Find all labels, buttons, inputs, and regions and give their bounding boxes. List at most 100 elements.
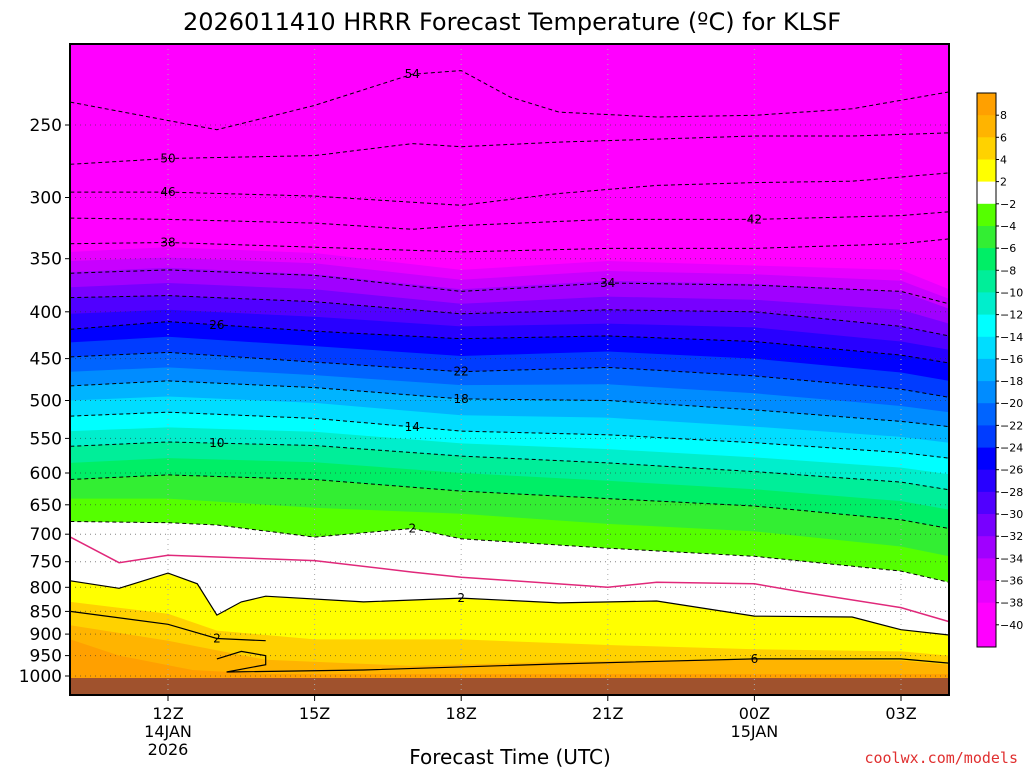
y-tick-label: 900 [30, 625, 62, 645]
y-tick-label: 850 [30, 602, 62, 622]
temperature-fill-layers [70, 44, 949, 695]
plot-frame [69, 43, 950, 696]
isotherm-dashed [70, 295, 950, 337]
x-tick-sublabel: 2026 [148, 740, 189, 759]
ground-fill [70, 678, 949, 695]
colorbar-label: −26 [1000, 464, 1023, 477]
colorbar-swatch [977, 314, 996, 338]
isotherm-label: 6 [751, 652, 759, 666]
isotherm-dashed [70, 380, 950, 428]
colorbar-label: −22 [1000, 419, 1023, 432]
y-tick-label: 350 [30, 250, 62, 270]
colorbar-swatch [977, 115, 996, 138]
colorbar-label: −40 [1000, 619, 1023, 632]
colorbar-swatch [977, 558, 996, 582]
colorbar-label: −4 [1000, 220, 1016, 233]
isotherm-label: 42 [747, 212, 762, 226]
colorbar-label: −24 [1000, 442, 1023, 455]
isotherm-dashed [70, 351, 950, 398]
colorbar-label: −20 [1000, 397, 1023, 410]
y-tick-label: 650 [30, 496, 62, 516]
y-tick-label: 550 [30, 429, 62, 449]
isotherm-dashed [70, 321, 950, 364]
isotherm-solid [70, 572, 950, 636]
colorbar-label: −10 [1000, 286, 1023, 299]
isotherm-label: 38 [160, 236, 175, 250]
credit-text: coolwx.com/models [864, 749, 1018, 767]
colorbar-swatch [977, 469, 996, 493]
y-tick-label: 950 [30, 647, 62, 667]
isotherm-label: 22 [454, 365, 469, 379]
isotherm-solid [70, 610, 266, 642]
isotherm-label: 18 [454, 392, 469, 406]
colorbar-swatch [977, 602, 996, 626]
isotherm-dashed [70, 411, 950, 459]
y-tick-label: 750 [30, 553, 62, 573]
colorbar-label: 8 [1000, 109, 1007, 122]
chart-title: 2026011410 HRRR Forecast Temperature (ºC… [183, 8, 841, 36]
y-tick-label: 300 [30, 189, 62, 209]
colorbar-swatch [977, 624, 996, 648]
colorbar-swatch [977, 358, 996, 382]
colorbar-frame [976, 92, 997, 648]
isotherm-label: 2 [213, 632, 221, 646]
y-tick-label: 500 [30, 392, 62, 412]
isotherm-dashed [70, 70, 950, 131]
isotherm-dashed [70, 269, 950, 305]
colorbar-label: −8 [1000, 264, 1016, 277]
isotherm-label: 2 [408, 522, 416, 536]
colorbar-label: −2 [1000, 198, 1016, 211]
x-tick-label: 18Z [446, 704, 477, 723]
colorbar-swatch [977, 425, 996, 449]
colorbar-label: −36 [1000, 575, 1023, 588]
colorbar-label: 2 [1000, 176, 1007, 189]
colorbar-swatch [977, 447, 996, 471]
y-tick-label: 600 [30, 464, 62, 484]
colorbar-swatch [977, 514, 996, 537]
isotherm-label: 14 [405, 420, 420, 434]
colorbar-swatch [977, 580, 996, 604]
colorbar-swatch [977, 248, 996, 271]
x-tick-label: 03Z [885, 704, 916, 723]
x-tick-label: 00Z [739, 704, 770, 723]
grid-lines [70, 44, 949, 695]
x-tick-sublabel: 14JAN [144, 722, 192, 741]
colorbar: 8 6 4 2 −2 −4 −6 −8 −10 −12 −14 −16 −18 −20 −22 −24 −26 −… [976, 92, 1023, 648]
isotherm-solid [216, 650, 950, 673]
isotherm-label: 10 [209, 436, 224, 450]
y-tick-label: 250 [30, 116, 62, 136]
isotherm-dashed [70, 132, 950, 165]
colorbar-swatch [977, 336, 996, 360]
x-tick-sublabel: 15JAN [731, 722, 779, 741]
isotherm-label: 2 [457, 591, 465, 605]
colorbar-swatch [977, 203, 996, 227]
colorbar-swatch [977, 491, 996, 515]
isotherm-dashed [70, 474, 950, 529]
y-axis: 250 300 350 400 450 500 550 600 650 700 750 800 850 9… [19, 116, 70, 687]
isotherm-dashed [70, 172, 950, 206]
melting-line-0c [69, 536, 950, 623]
colorbar-label: 6 [1000, 131, 1007, 144]
colorbar-label: −30 [1000, 508, 1023, 521]
y-tick-label: 450 [30, 350, 62, 370]
colorbar-swatch [977, 403, 996, 426]
colorbar-label: −16 [1000, 353, 1023, 366]
isotherm-lines [69, 70, 950, 673]
isotherm-label: 34 [600, 276, 615, 290]
isotherm-dashed [70, 521, 950, 583]
colorbar-label: −38 [1000, 597, 1023, 610]
isotherm-label: 26 [209, 318, 224, 332]
x-axis-title: Forecast Time (UTC) [409, 745, 611, 768]
colorbar-label: −18 [1000, 375, 1023, 388]
isotherm-dashed [70, 441, 950, 491]
y-tick-label: 700 [30, 525, 62, 545]
isotherm-dashed [70, 238, 950, 253]
colorbar-label: −12 [1000, 309, 1023, 322]
colorbar-label: 4 [1000, 154, 1007, 167]
colorbar-swatch [977, 536, 996, 559]
y-tick-label: 400 [30, 303, 62, 323]
colorbar-label: −32 [1000, 530, 1023, 543]
